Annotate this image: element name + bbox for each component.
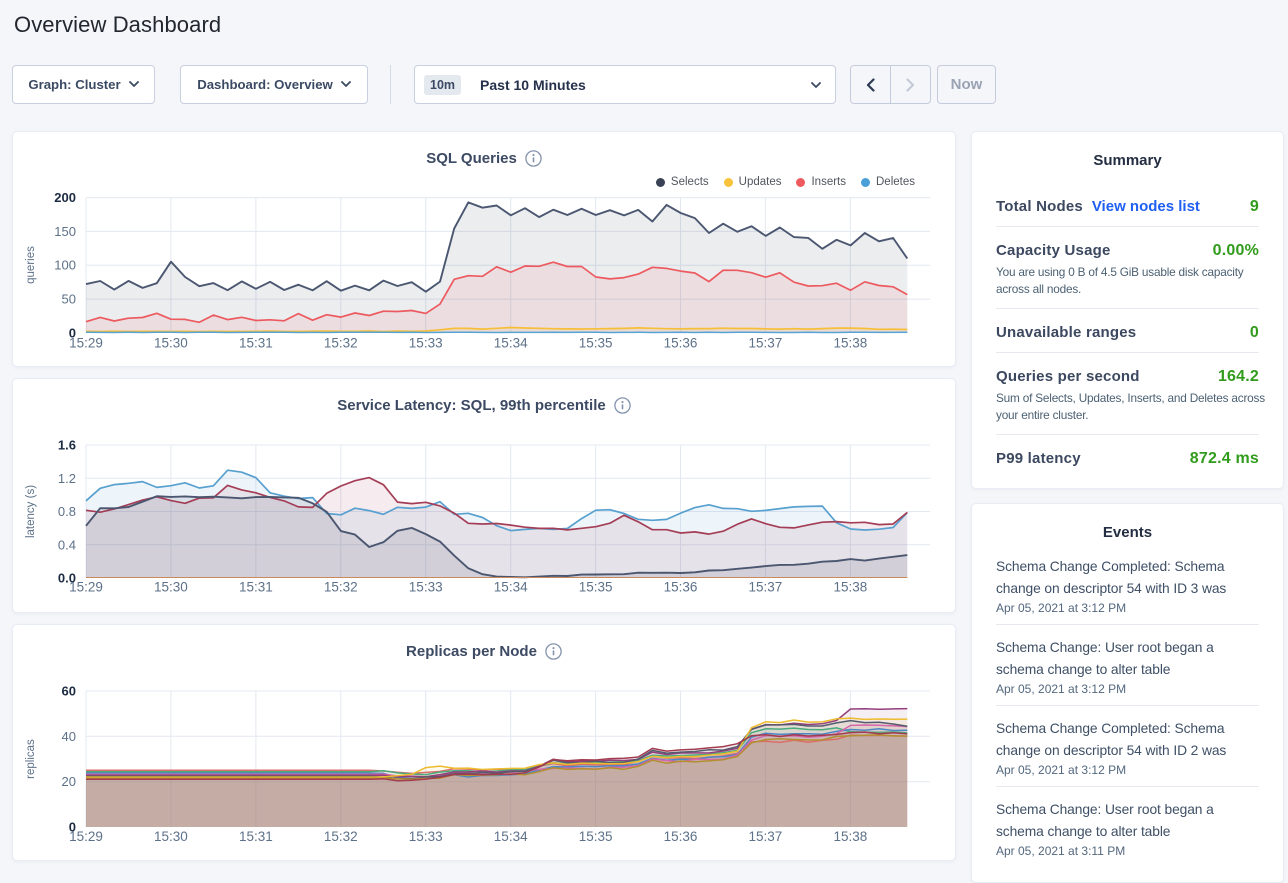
svg-text:latency (s): latency (s) — [25, 485, 37, 538]
svg-text:20: 20 — [62, 774, 76, 789]
svg-text:15:36: 15:36 — [664, 829, 698, 844]
svg-text:15:32: 15:32 — [324, 829, 358, 844]
svg-text:1.2: 1.2 — [58, 471, 76, 486]
svg-text:15:34: 15:34 — [494, 829, 528, 844]
svg-text:15:37: 15:37 — [749, 829, 783, 844]
svg-text:150: 150 — [54, 224, 76, 239]
svg-text:15:29: 15:29 — [69, 336, 103, 351]
svg-text:15:38: 15:38 — [834, 580, 868, 595]
svg-text:15:35: 15:35 — [579, 336, 613, 351]
svg-text:1.6: 1.6 — [58, 438, 76, 453]
svg-text:15:32: 15:32 — [324, 336, 358, 351]
svg-text:40: 40 — [62, 729, 76, 744]
svg-text:15:34: 15:34 — [494, 580, 528, 595]
svg-text:15:38: 15:38 — [834, 829, 868, 844]
svg-text:15:33: 15:33 — [409, 580, 443, 595]
svg-text:0.8: 0.8 — [58, 504, 76, 519]
svg-text:200: 200 — [54, 190, 76, 205]
svg-text:15:36: 15:36 — [664, 336, 698, 351]
svg-text:15:37: 15:37 — [749, 336, 783, 351]
svg-text:15:36: 15:36 — [664, 580, 698, 595]
svg-text:15:33: 15:33 — [409, 829, 443, 844]
svg-text:0: 0 — [69, 326, 76, 341]
svg-text:15:29: 15:29 — [69, 829, 103, 844]
svg-text:15:29: 15:29 — [69, 580, 103, 595]
svg-text:15:38: 15:38 — [834, 336, 868, 351]
svg-text:15:30: 15:30 — [154, 829, 188, 844]
svg-text:15:31: 15:31 — [239, 580, 273, 595]
svg-text:15:35: 15:35 — [579, 829, 613, 844]
svg-text:15:30: 15:30 — [154, 580, 188, 595]
svg-text:15:31: 15:31 — [239, 829, 273, 844]
svg-text:15:33: 15:33 — [409, 336, 443, 351]
svg-text:15:34: 15:34 — [494, 336, 528, 351]
svg-text:60: 60 — [62, 684, 76, 699]
svg-text:replicas: replicas — [25, 739, 37, 779]
svg-text:15:31: 15:31 — [239, 336, 273, 351]
svg-text:0.4: 0.4 — [58, 537, 76, 552]
svg-text:queries: queries — [25, 246, 37, 284]
svg-text:15:32: 15:32 — [324, 580, 358, 595]
svg-text:0.0: 0.0 — [58, 571, 76, 586]
svg-text:15:37: 15:37 — [749, 580, 783, 595]
svg-text:15:30: 15:30 — [154, 336, 188, 351]
svg-text:0: 0 — [69, 820, 76, 835]
svg-text:100: 100 — [54, 258, 76, 273]
svg-text:50: 50 — [62, 292, 76, 307]
svg-text:15:35: 15:35 — [579, 580, 613, 595]
